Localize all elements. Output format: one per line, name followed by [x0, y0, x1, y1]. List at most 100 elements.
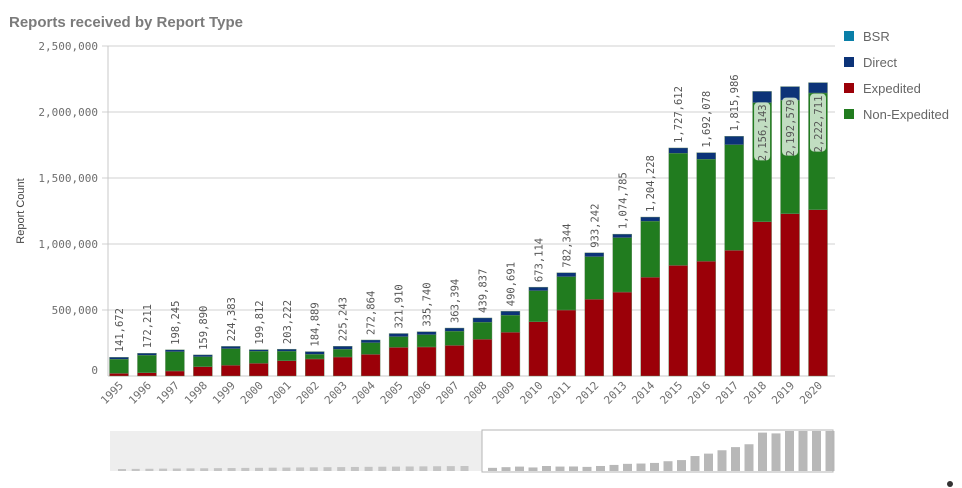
navigator-bar [555, 466, 565, 471]
navigator-bar [488, 467, 497, 471]
bar-non-expedited [696, 159, 716, 262]
bar-direct [221, 346, 241, 349]
total-label: 172,211 [142, 304, 154, 348]
navigator-bar [460, 466, 469, 471]
bar-expedited [584, 299, 605, 377]
x-tick-label: 2013 [601, 379, 629, 407]
total-label: 335,740 [422, 282, 434, 326]
total-label-background [782, 97, 799, 156]
bar-expedited [305, 358, 325, 377]
navigator-bar [392, 466, 400, 471]
x-tick-label: 2017 [713, 379, 741, 407]
bar-non-expedited [724, 144, 744, 251]
bar-expedited [612, 291, 632, 377]
bar-stack-2001: 203,222 [277, 300, 297, 377]
bar-expedited [360, 354, 381, 377]
bar-non-expedited [193, 356, 213, 367]
x-tick-label: 2009 [490, 379, 518, 407]
navigator-bar [542, 466, 551, 471]
legend-item-expedited[interactable]: Expedited [844, 81, 921, 96]
bar-stack-2013: 1,074,785 [612, 172, 632, 377]
total-label: 184,889 [310, 302, 322, 346]
bar-stack-2019: 2,192,579 [780, 86, 800, 377]
x-tick-label: 2007 [434, 379, 462, 407]
x-axis: 1995 1996 1997 1998 1999 2000 2001 2002 2003 2004… [98, 379, 825, 407]
bar-expedited [444, 345, 465, 377]
navigator-selection-handle[interactable] [481, 429, 834, 473]
total-label: 1,204,228 [645, 155, 657, 212]
range-navigator[interactable] [110, 429, 953, 487]
bar-stack-2018: 2,156,143 [752, 91, 772, 377]
navigator-bar [650, 462, 659, 471]
bar-direct [137, 353, 157, 356]
bar-stack-2008: 439,837 [472, 269, 493, 377]
total-label: 198,245 [170, 301, 182, 345]
bar-direct [752, 91, 772, 103]
bar-non-expedited [137, 355, 157, 373]
navigator-bar [213, 468, 222, 471]
x-tick-label: 2020 [797, 379, 825, 407]
x-tick-label: 1998 [182, 379, 210, 407]
bar-stack-2005: 321,910 [388, 284, 409, 377]
bar-stack-2009: 490,691 [500, 262, 521, 377]
legend-item-direct[interactable]: Direct [844, 55, 897, 70]
navigator-bar [758, 432, 767, 471]
total-label-background [754, 102, 771, 161]
bar-expedited [193, 366, 213, 377]
navigator-bar [825, 431, 835, 471]
navigator-bar [172, 468, 181, 471]
total-label: 1,692,078 [701, 91, 713, 148]
bar-direct [696, 152, 716, 160]
x-tick-label: 2003 [322, 379, 350, 407]
navigator-bar [717, 450, 727, 471]
navigator-bar [515, 466, 524, 471]
bar-direct [668, 147, 688, 154]
navigator-bar [433, 466, 442, 471]
bar-expedited [388, 347, 409, 377]
bar-non-expedited [472, 322, 493, 340]
navigator-bar [663, 461, 673, 471]
navigator-bar [200, 468, 209, 471]
bar-non-expedited [668, 153, 688, 266]
bar-expedited [752, 221, 772, 377]
bar-non-expedited [332, 349, 353, 358]
y-tick-label: 2,500,000 [38, 40, 98, 53]
navigator-bar [350, 466, 359, 471]
total-label: 2,156,143 [757, 104, 769, 161]
total-label: 224,383 [226, 297, 238, 341]
navigator-bar [623, 463, 632, 471]
bar-stack-2017: 1,815,986 [724, 74, 744, 377]
x-tick-label: 2016 [685, 379, 713, 407]
y-tick-label: 500,000 [52, 304, 98, 317]
x-tick-label: 1996 [126, 379, 154, 407]
x-tick-label: 1995 [98, 379, 126, 407]
navigator-bar [677, 460, 686, 471]
bar-non-expedited [305, 354, 325, 360]
bar-stack-1995: 141,672 [109, 308, 129, 377]
y-tick-label: 0 [91, 364, 98, 377]
x-tick-label: 1997 [154, 379, 182, 407]
bar-stack-2007: 363,394 [444, 279, 465, 377]
navigator-unselected-area [110, 431, 482, 471]
x-tick-label: 2019 [769, 379, 797, 407]
navigator-bar [364, 466, 373, 471]
bar-direct [472, 317, 493, 323]
legend-item-bsr[interactable]: BSR [844, 29, 890, 44]
bar-direct [528, 286, 549, 291]
bar-non-expedited [528, 290, 549, 322]
navigator-bar [118, 469, 126, 471]
bar-stack-2006: 335,740 [416, 282, 437, 377]
x-tick-label: 2015 [657, 379, 685, 407]
bar-expedited [780, 213, 800, 377]
total-label: 141,672 [114, 308, 126, 352]
bar-direct [640, 216, 660, 222]
legend-item-non-expedited[interactable]: Non-Expedited [844, 107, 949, 122]
bar-direct [500, 311, 521, 316]
navigator-bar [309, 467, 318, 471]
total-label: 2,222,711 [813, 96, 825, 153]
x-tick-label: 2005 [378, 379, 406, 407]
legend: BSR Direct Expedited Non-Expedited [844, 29, 949, 122]
navigator-bar [419, 466, 428, 471]
total-label: 933,242 [589, 204, 601, 248]
x-tick-label: 2002 [294, 379, 322, 407]
